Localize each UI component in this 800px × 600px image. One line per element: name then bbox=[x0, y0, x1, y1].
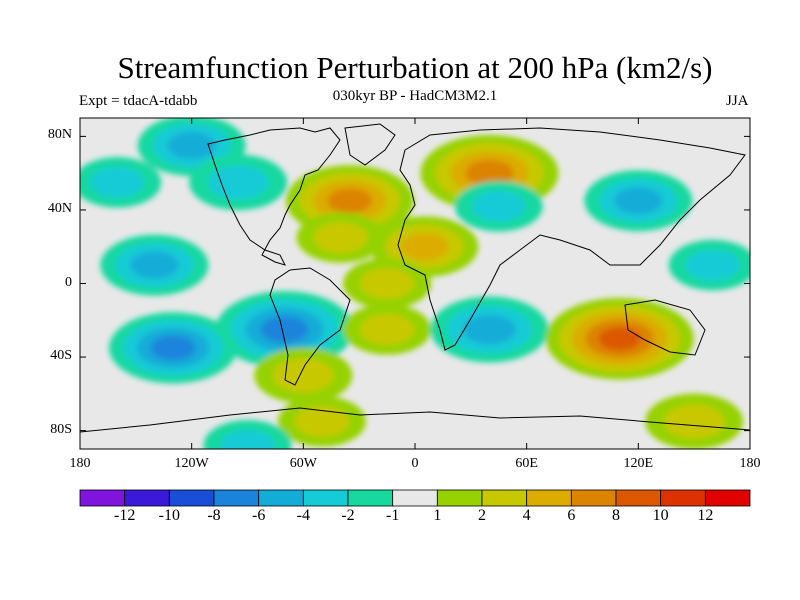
colorbar-label: -1 bbox=[385, 507, 400, 524]
colorbar-swatch bbox=[660, 489, 706, 507]
coastline-greenland bbox=[344, 123, 396, 166]
anomaly-1 bbox=[189, 154, 288, 211]
colorbar-swatch bbox=[704, 489, 751, 507]
anomaly-13 bbox=[254, 347, 353, 404]
anomaly-12 bbox=[109, 312, 238, 384]
anomaly-20 bbox=[203, 420, 292, 449]
lat-label: 40N bbox=[47, 200, 72, 216]
season-label: JJA bbox=[726, 93, 749, 109]
colorbar-label: 12 bbox=[697, 507, 714, 524]
anomaly-4 bbox=[285, 165, 414, 237]
colorbar-swatch bbox=[392, 489, 438, 507]
coastline-south-america bbox=[269, 267, 351, 386]
anomaly-contour bbox=[327, 188, 373, 214]
coastlines bbox=[80, 123, 750, 433]
anomaly-9 bbox=[584, 170, 693, 232]
anomaly-contour bbox=[471, 190, 526, 222]
colorbar bbox=[79, 489, 751, 507]
anomaly-17 bbox=[668, 239, 750, 291]
lat-label: 80N bbox=[47, 127, 72, 143]
lat-ticks bbox=[80, 135, 750, 432]
colorbar-label: -2 bbox=[341, 507, 355, 524]
anomaly-15 bbox=[430, 296, 549, 363]
colorbar-label: -4 bbox=[296, 507, 310, 524]
anomaly-8 bbox=[454, 181, 543, 232]
lon-label: 120W bbox=[174, 456, 209, 471]
colorbar-label: 8 bbox=[612, 507, 620, 524]
colorbar-label: -8 bbox=[207, 507, 221, 524]
anomaly-contour bbox=[664, 404, 725, 439]
anomaly-contour bbox=[465, 159, 514, 187]
anomaly-19 bbox=[277, 396, 366, 447]
coastline-eurasia-africa bbox=[397, 127, 746, 351]
chart-subtitle: 030kyr BP - HadCM3M2.1 bbox=[332, 88, 498, 104]
anomaly-16 bbox=[545, 297, 694, 380]
coastline-australia bbox=[624, 299, 706, 356]
anomaly-contour bbox=[294, 405, 350, 437]
anomaly-14 bbox=[343, 304, 432, 355]
colorbar-label: -12 bbox=[113, 507, 136, 524]
colorbar-swatch bbox=[615, 489, 662, 507]
colorbar-swatch bbox=[302, 489, 349, 507]
streamfunction-field bbox=[80, 118, 750, 449]
lat-label: 0 bbox=[65, 274, 72, 290]
anomaly-contour bbox=[90, 166, 145, 198]
anomaly-contour bbox=[273, 358, 334, 393]
colorbar-label: 2 bbox=[478, 507, 486, 524]
colorbar-swatch bbox=[526, 489, 572, 507]
colorbar-swatch bbox=[436, 489, 483, 507]
colorbar-label: -6 bbox=[251, 507, 266, 524]
colorbar-swatch bbox=[258, 489, 304, 507]
colorbar-label: 1 bbox=[433, 507, 442, 524]
lon-label: 60E bbox=[515, 456, 538, 471]
anomaly-contour bbox=[260, 316, 309, 343]
colorbar-swatch bbox=[570, 489, 617, 507]
colorbar-swatch bbox=[347, 489, 394, 507]
colorbar-swatch bbox=[481, 489, 528, 507]
anomaly-11 bbox=[215, 291, 354, 368]
lon-label: 60W bbox=[289, 456, 317, 471]
experiment-label: Expt = tdacA-tdabb bbox=[79, 93, 198, 109]
anomaly-contour bbox=[598, 327, 641, 351]
lat-label: 40S bbox=[50, 348, 72, 364]
coastline-north-america bbox=[207, 127, 341, 266]
colorbar-label: 10 bbox=[652, 507, 669, 524]
colorbar-label: -10 bbox=[158, 507, 180, 524]
anomaly-contour bbox=[400, 233, 449, 261]
anomaly-3 bbox=[100, 234, 209, 296]
colorbar-label: 4 bbox=[522, 507, 531, 524]
anomaly-5 bbox=[296, 212, 385, 263]
colorbar-swatch bbox=[79, 489, 126, 507]
colorbar-swatch bbox=[213, 489, 260, 507]
anomaly-contour bbox=[685, 249, 740, 281]
lon-label: 180 bbox=[739, 456, 761, 471]
chart-title: Streamfunction Perturbation at 200 hPa (… bbox=[117, 50, 713, 85]
lon-label: 180 bbox=[69, 456, 91, 471]
anomaly-contour bbox=[614, 187, 663, 215]
lon-label: 0 bbox=[411, 456, 419, 471]
anomaly-contour bbox=[360, 313, 415, 345]
anomaly-contour bbox=[220, 429, 275, 449]
anomaly-contour bbox=[130, 251, 179, 279]
anomaly-10 bbox=[343, 258, 432, 309]
anomaly-18 bbox=[645, 393, 744, 449]
colorbar-swatch bbox=[168, 489, 215, 507]
anomaly-contour bbox=[208, 165, 269, 200]
coastline-antarctica bbox=[80, 407, 750, 433]
colorbar-label: 6 bbox=[567, 507, 576, 524]
anomaly-2 bbox=[80, 157, 162, 208]
lon-label: 120E bbox=[623, 456, 654, 471]
anomaly-contour bbox=[313, 222, 368, 254]
anomaly-contour bbox=[150, 335, 196, 361]
lon-ticks bbox=[79, 118, 751, 449]
anomaly-contour bbox=[167, 132, 216, 160]
anomaly-contour bbox=[360, 267, 415, 300]
anomaly-contour bbox=[463, 314, 516, 345]
colorbar-swatch bbox=[124, 489, 170, 507]
lat-label: 80S bbox=[50, 421, 72, 437]
